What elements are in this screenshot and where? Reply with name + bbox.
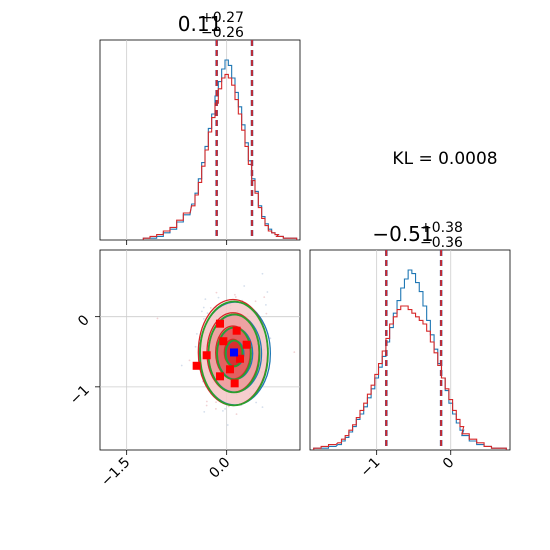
red-square-marker-7 — [242, 340, 251, 349]
blue-square-marker — [230, 348, 238, 357]
p2-hist-blue — [313, 269, 507, 450]
panel-hist-param1-frame — [99, 39, 301, 241]
scatter-point — [205, 400, 208, 403]
scatter-point — [233, 293, 236, 296]
scatter-point — [265, 312, 268, 315]
scatter-point — [215, 401, 217, 404]
p2-hist-red — [313, 305, 507, 450]
contour-green-0 — [199, 300, 269, 407]
param1-title-value: 0.11 — [178, 12, 223, 36]
panel-hist-param1 — [99, 39, 301, 241]
red-square-marker-9 — [230, 379, 239, 388]
red-square-marker-2 — [219, 337, 228, 346]
scatter-point — [254, 300, 257, 303]
scatter-point — [194, 345, 197, 348]
scatter-point — [226, 424, 229, 426]
x-tick-label-p1-1: 0.0 — [206, 455, 233, 482]
scatter-point — [243, 285, 246, 287]
scatter-point — [204, 298, 207, 301]
y-tick-label-1: −1 — [67, 382, 93, 408]
scatter-point — [255, 401, 258, 404]
scatter-point — [264, 303, 267, 306]
red-square-marker-8 — [192, 361, 201, 370]
scatter-point — [188, 359, 191, 362]
y-tick-label-0: 0 — [75, 312, 93, 330]
param2-title: −0.51 — [372, 222, 433, 246]
scatter-point — [209, 307, 212, 309]
scatter-point — [217, 296, 220, 299]
red-square-marker-1 — [232, 326, 241, 335]
scatter-point — [266, 291, 269, 293]
scatter-point — [205, 404, 208, 407]
panel-2d-scatter — [99, 249, 301, 451]
param1-title: 0.11 — [178, 12, 223, 36]
param2-title-sup: +0.38 — [420, 220, 463, 236]
scatter-point — [261, 272, 264, 275]
scatter-point — [224, 408, 226, 410]
scatter-point — [203, 410, 206, 413]
scatter-point — [195, 332, 198, 335]
scatter-point — [221, 410, 224, 412]
panel-hist-param2 — [309, 249, 511, 451]
param1-title-sub: −0.26 — [201, 25, 244, 41]
scatter-point — [261, 406, 264, 409]
param1-title-sup: +0.27 — [201, 10, 244, 26]
scatter-point — [227, 405, 230, 408]
param2-title-value: −0.51 — [372, 222, 433, 246]
scatter-point — [156, 317, 159, 320]
scatter-point — [202, 317, 205, 320]
kl-annotation: KL = 0.0008 — [392, 149, 497, 169]
x-tick-label-p2-1: 0 — [440, 455, 458, 473]
panel-hist-param2-frame — [309, 249, 511, 451]
scatter-point — [200, 310, 203, 313]
x-tick-label-p2-0: −1 — [358, 455, 384, 481]
scatter-point — [263, 296, 266, 299]
scatter-point — [215, 291, 218, 294]
scatter-point — [269, 337, 272, 340]
scatter-point — [214, 407, 217, 410]
scatter-point — [202, 306, 205, 309]
red-square-marker-4 — [202, 351, 211, 360]
param2-title-sub: −0.36 — [420, 235, 463, 251]
x-tick-label-p1-0: −1.5 — [98, 455, 133, 490]
red-square-marker-0 — [216, 319, 224, 328]
red-square-marker-6 — [216, 372, 224, 381]
red-square-marker-5 — [226, 365, 234, 374]
scatter-point — [235, 413, 238, 416]
scatter-point — [180, 364, 183, 367]
scatter-point — [206, 312, 209, 315]
scatter-point — [293, 351, 296, 354]
p1-hist-red — [142, 73, 298, 240]
scatter-point — [234, 296, 237, 298]
red-square-marker-3 — [236, 354, 244, 363]
